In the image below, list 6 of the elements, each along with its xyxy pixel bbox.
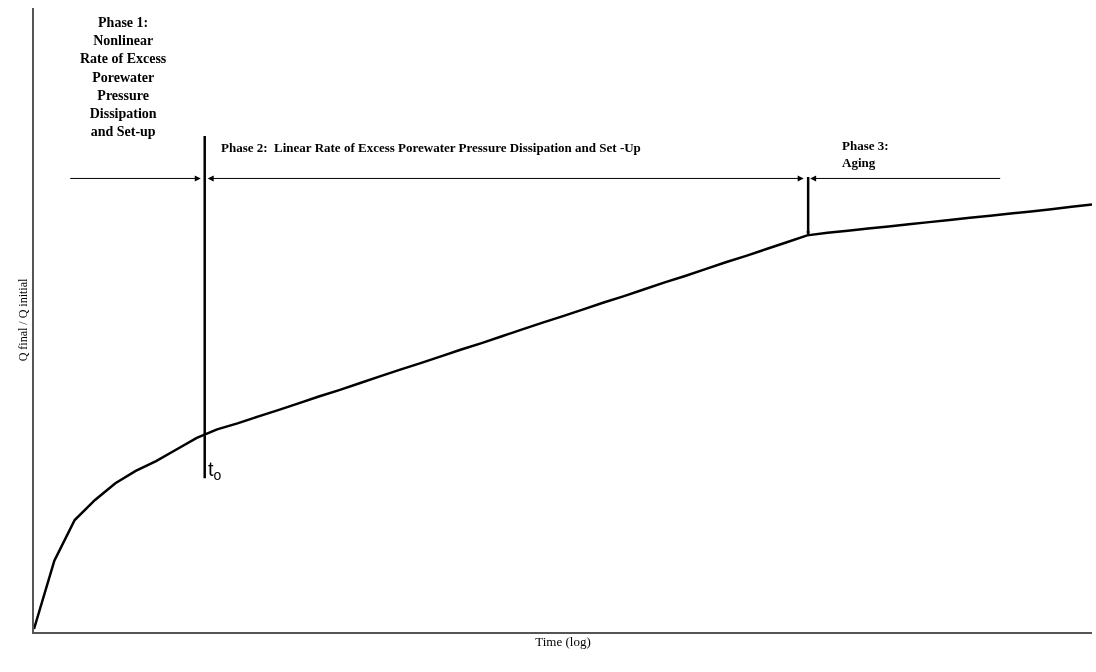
annotation: t$_{o}$ — [208, 458, 222, 484]
x-axis-title: Time (log) — [535, 633, 591, 649]
text: Phase 1: Nonlinear Rate of Excess Porewater Pressure Dissipation and Set-up — [80, 15, 167, 140]
y-axis-title: Q final / Q initial — [16, 278, 31, 362]
text: Phase 3: Aging — [842, 138, 889, 170]
text: Phase 2: Linear Rate of Excess Porewater Pressure Dissipation and Set -Up — [221, 140, 641, 155]
